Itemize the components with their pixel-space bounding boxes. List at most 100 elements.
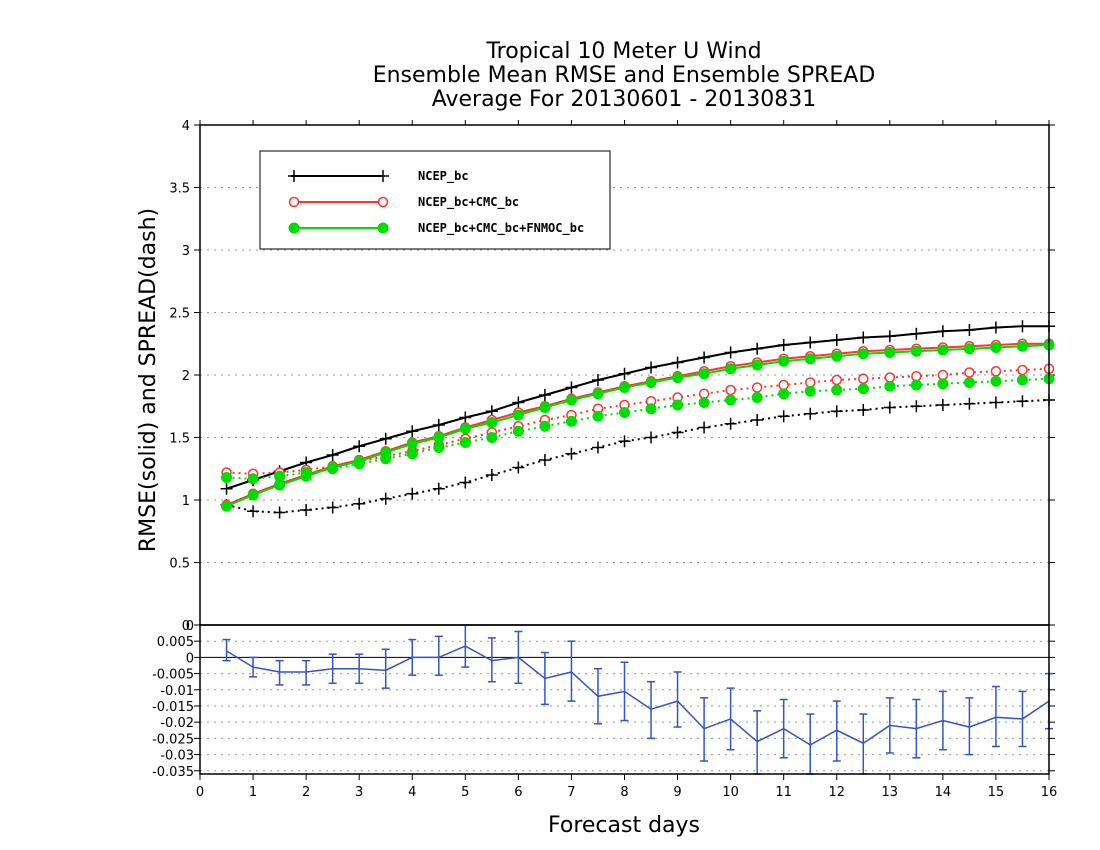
- data-point: [433, 442, 445, 453]
- data-point: [672, 399, 684, 411]
- x-axis-label: Forecast days: [548, 813, 700, 838]
- x-tick-label: 8: [620, 785, 628, 800]
- data-point: [221, 472, 233, 483]
- data-point: [619, 382, 630, 393]
- y-axis-label: RMSE(solid) and SPREAD(dash): [136, 208, 161, 552]
- y-tick-label: -0.015: [152, 700, 194, 715]
- difference-line: [226, 645, 1050, 746]
- y-tick-label: 1.5: [169, 432, 190, 447]
- data-point: [698, 388, 710, 399]
- difference-panel: 00.0050-0.005-0.01-0.015-0.02-0.025-0.03…: [152, 120, 1057, 800]
- data-point: [937, 378, 949, 390]
- x-tick-label: 12: [828, 785, 845, 800]
- rmse-line: [226, 342, 1049, 506]
- y-tick-label: -0.02: [160, 716, 194, 731]
- x-tick-label: 5: [461, 785, 469, 800]
- data-point: [725, 363, 737, 375]
- data-point: [459, 437, 471, 448]
- data-point: [288, 196, 300, 208]
- y-tick-label: 3: [182, 244, 190, 259]
- data-point: [698, 368, 710, 380]
- data-point: [327, 463, 339, 475]
- data-point: [857, 348, 869, 360]
- y-tick-label: 0.5: [169, 557, 190, 572]
- y-tick-label: -0.01: [160, 684, 194, 699]
- y-tick-label: 0: [186, 619, 194, 634]
- series-1: [221, 338, 1055, 511]
- legend-label: NCEP_bc: [418, 169, 469, 184]
- x-tick-label: 7: [567, 785, 575, 800]
- data-point: [990, 366, 1002, 377]
- data-point: [884, 380, 896, 392]
- data-point: [377, 222, 389, 234]
- data-point: [565, 415, 577, 427]
- data-point: [751, 382, 763, 393]
- data-point: [857, 383, 869, 395]
- data-point: [300, 467, 312, 478]
- x-tick-label: 16: [1041, 785, 1058, 800]
- data-point: [565, 394, 577, 406]
- data-point: [380, 453, 392, 465]
- data-point: [910, 379, 922, 391]
- data-point: [406, 448, 418, 460]
- y-tick-label: 0: [182, 619, 190, 634]
- data-point: [353, 458, 365, 470]
- data-point: [778, 355, 790, 367]
- data-point: [247, 473, 259, 485]
- data-point: [288, 222, 300, 234]
- data-point: [486, 417, 498, 428]
- y-tick-label: 0.005: [157, 635, 194, 650]
- data-point: [858, 373, 869, 384]
- data-point: [539, 402, 551, 413]
- data-point: [512, 409, 524, 421]
- y-tick-label: 1: [182, 494, 190, 509]
- data-point: [725, 384, 736, 396]
- data-point: [964, 367, 975, 378]
- x-tick-label: 1: [249, 785, 257, 800]
- data-point: [1016, 340, 1028, 352]
- y-tick-label: -0.03: [160, 749, 194, 764]
- x-tick-label: 3: [355, 785, 363, 800]
- legend-box: [259, 150, 611, 250]
- data-point: [698, 397, 710, 408]
- data-point: [1016, 374, 1028, 386]
- series-0: [220, 320, 1055, 519]
- data-point: [804, 377, 816, 388]
- y-tick-label: 2.5: [169, 307, 190, 322]
- data-point: [990, 375, 1002, 387]
- data-point: [804, 385, 816, 397]
- title-line: Ensemble Mean RMSE and Ensemble SPREAD: [373, 63, 876, 88]
- y-tick-label: 4: [182, 119, 190, 134]
- title-line: Tropical 10 Meter U Wind: [485, 39, 761, 64]
- data-point: [619, 407, 630, 418]
- x-tick-label: 0: [196, 785, 204, 800]
- x-tick-label: 9: [673, 785, 681, 800]
- data-point: [406, 438, 418, 450]
- plot-frame: [199, 624, 1050, 775]
- data-point: [645, 403, 657, 415]
- data-point: [963, 343, 975, 355]
- data-point: [910, 345, 922, 357]
- data-point: [884, 372, 896, 383]
- data-point: [274, 470, 286, 482]
- data-point: [990, 342, 1002, 353]
- spread-line: [226, 399, 1050, 514]
- data-point: [831, 350, 843, 362]
- y-tick-label: 3.5: [169, 182, 190, 197]
- data-point: [884, 347, 896, 358]
- y-tick-label: 0: [186, 651, 194, 666]
- data-point: [804, 353, 816, 365]
- data-point: [937, 369, 949, 381]
- rmse-spread-panel: 00.511.522.533.54NCEP_bcNCEP_bc+CMC_bcNC…: [169, 119, 1055, 634]
- series-2: [221, 339, 1055, 512]
- data-point: [539, 420, 551, 432]
- data-point: [751, 359, 763, 371]
- data-point: [831, 384, 843, 396]
- data-point: [592, 388, 604, 400]
- data-point: [486, 432, 498, 443]
- legend-label: NCEP_bc+CMC_bc: [418, 195, 519, 210]
- x-tick-label: 2: [302, 785, 310, 800]
- y-tick-label: -0.035: [152, 765, 194, 780]
